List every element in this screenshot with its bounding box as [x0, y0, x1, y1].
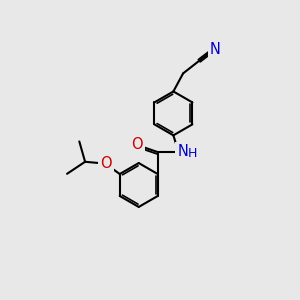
- Text: O: O: [131, 137, 143, 152]
- Text: O: O: [100, 156, 112, 171]
- Text: N: N: [177, 144, 188, 159]
- Text: N: N: [209, 42, 220, 57]
- Text: H: H: [188, 147, 197, 161]
